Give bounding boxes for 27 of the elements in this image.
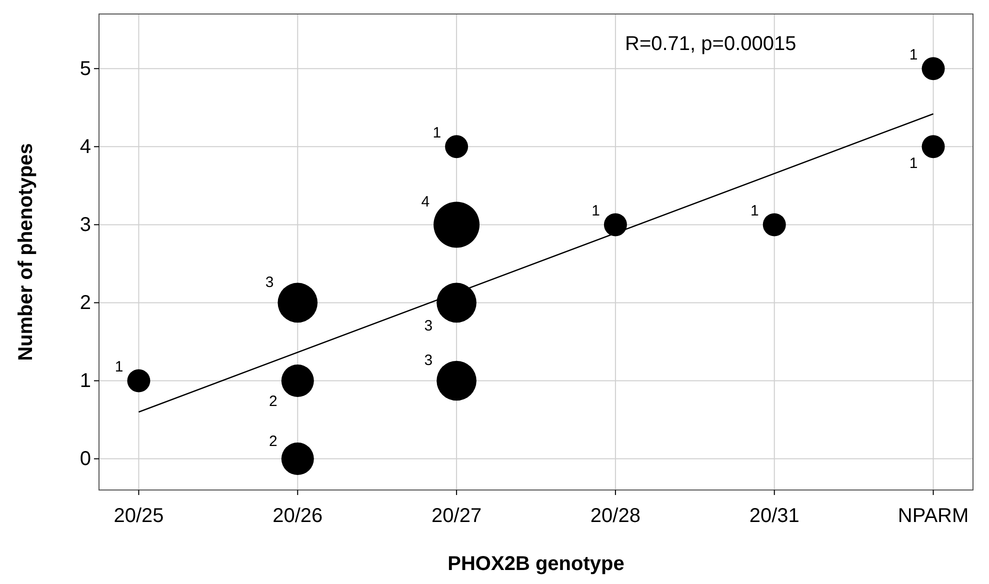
x-tick-label: 20/25 [114,505,164,527]
annotation: 2 [269,432,278,450]
annotation: 1 [909,154,918,172]
y-tick-label: 3 [80,214,91,236]
x-tick-label: NPARM [898,505,969,527]
y-tick-label: 2 [80,292,91,314]
annotation: 1 [592,202,600,220]
annotation: 1 [750,202,759,220]
annotation: 1 [114,358,124,376]
y-axis-title: Number of phenotypes [15,143,37,361]
x-tick-label: 20/28 [590,505,640,527]
annotation: 3 [265,274,274,291]
annotation: 3 [424,318,433,335]
x-tick-label: 20/31 [749,505,800,527]
x-tick-label: 20/27 [432,505,482,527]
annotation: 3 [424,352,433,369]
x-tick-label: 20/26 [272,505,323,527]
y-tick-label: 0 [80,448,91,470]
annotation: 2 [269,392,278,410]
annotation: 4 [421,193,430,210]
y-tick-label: 1 [80,370,91,392]
annotation: R=0.71, p=0.00015 [625,33,796,55]
y-tick-label: 4 [80,136,91,158]
annotation: 1 [909,46,918,64]
annotation: 1 [432,124,442,142]
x-axis-title: PHOX2B genotype [448,553,624,575]
y-tick-label: 5 [80,58,91,80]
